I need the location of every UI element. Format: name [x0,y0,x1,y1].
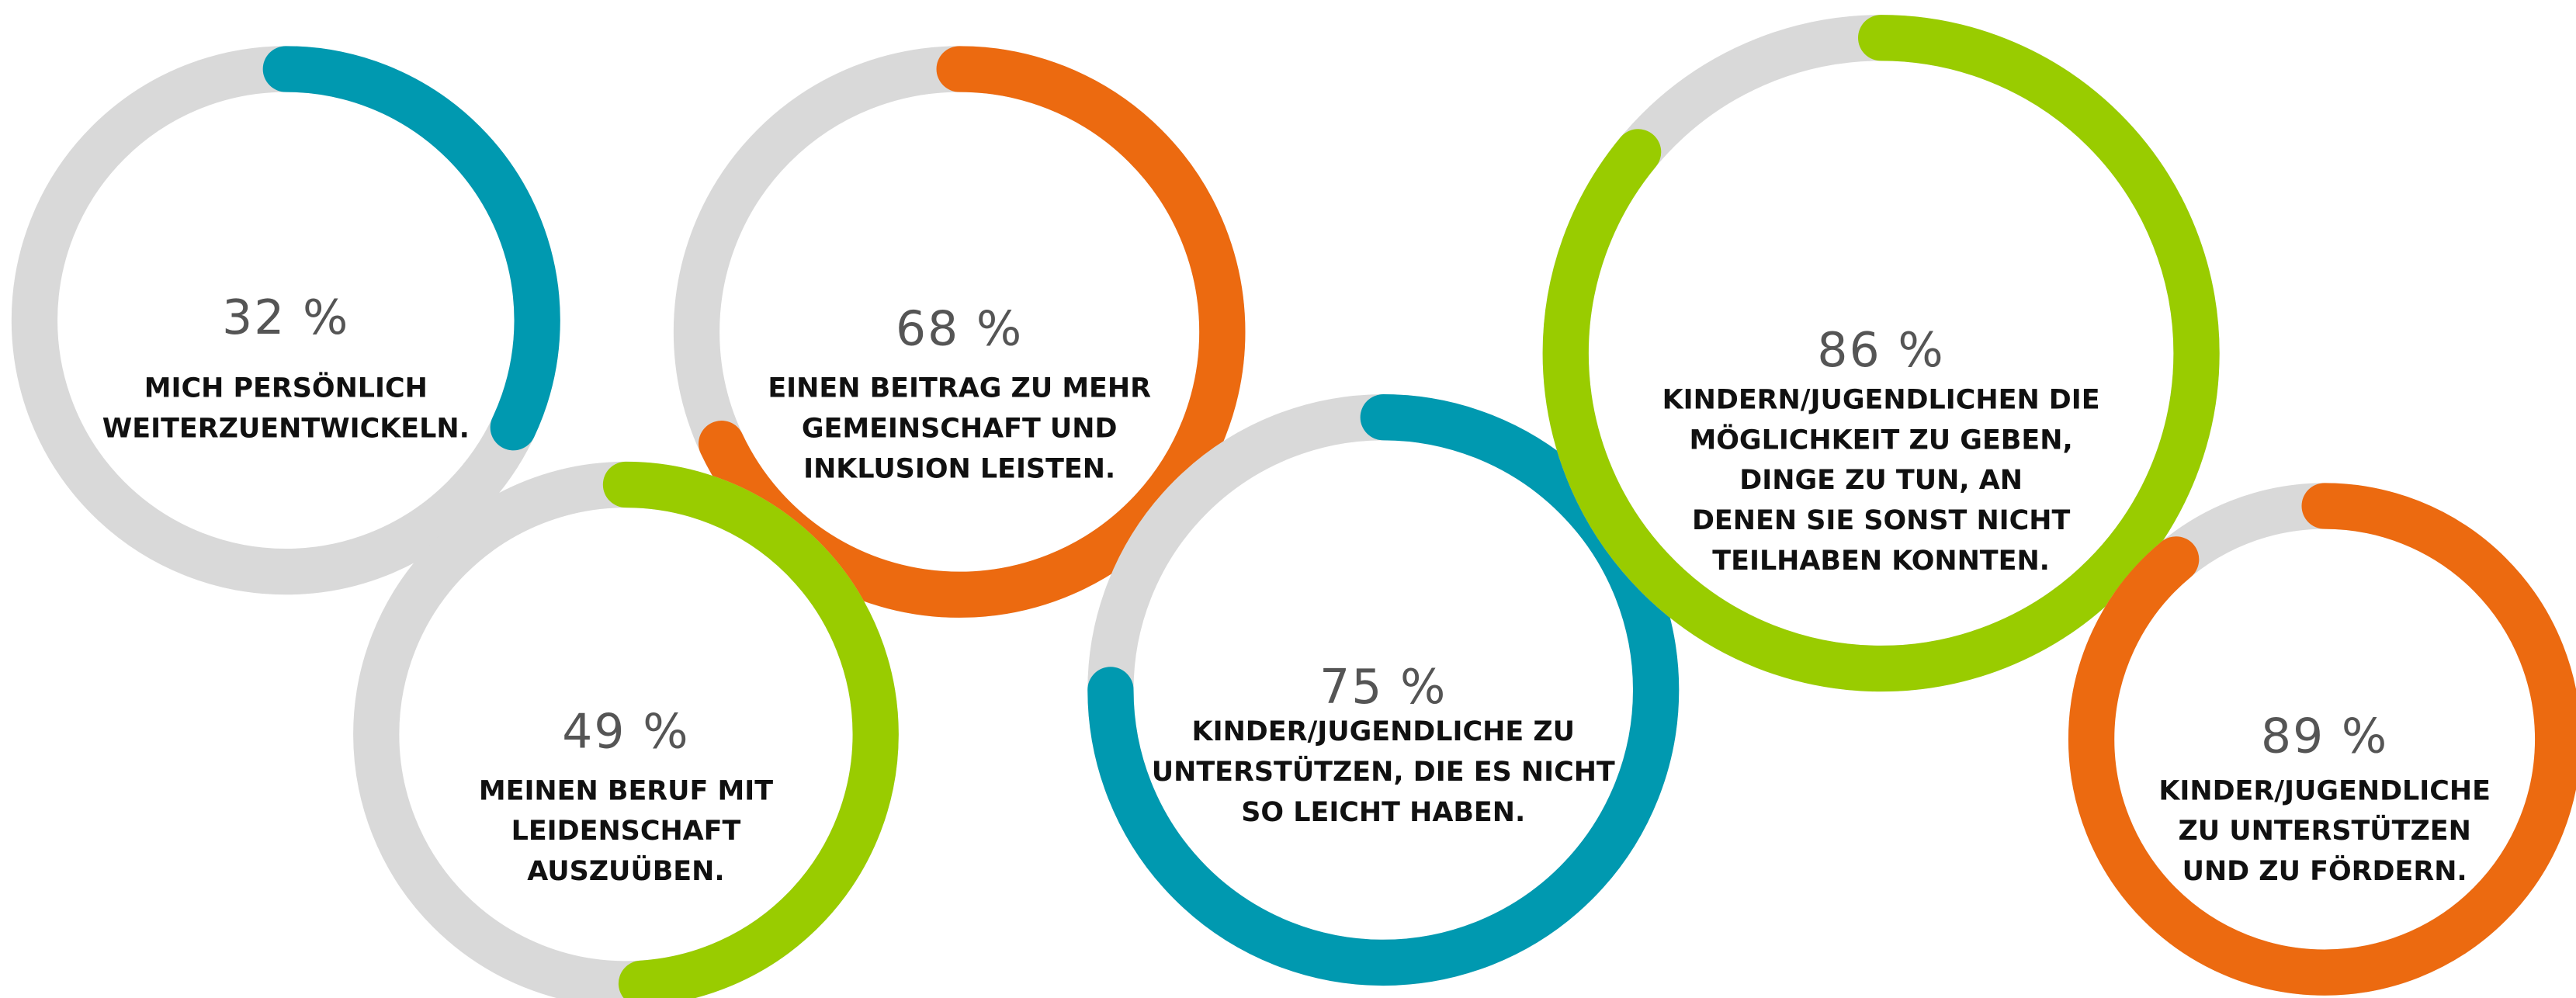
caption-line: MICH PERSÖNLICH [144,372,428,404]
caption-line: WEITERZUENTWICKELN. [102,414,470,445]
gauge-arc [2068,483,2576,996]
gauge: 49 % MEINEN BERUF MIT LEIDENSCHAFT AUSZUÜBE… [353,461,899,998]
percent-label: 86 % [1817,323,1944,378]
caption-line: AUSZUÜBEN. [527,854,724,887]
gauge: 68 % EINEN BEITRAG ZU MEHR GEMEINSCHAFT UN… [673,46,1246,618]
caption-line: INKLUSION LEISTEN. [803,453,1115,484]
percent-label: 89 % [2261,709,2388,764]
caption-line: SO LEICHT HABEN. [1241,797,1525,828]
percent-label: 75 % [1319,660,1447,715]
caption-line: ZU UNTERSTÜTZEN [2178,814,2470,847]
caption-line: KINDER/JUGENDLICHE [2158,775,2491,806]
caption-line: KINDER/JUGENDLICHE ZU [1192,716,1575,747]
caption-line: GEMEINSCHAFT UND [802,414,1118,445]
gauge-arc [353,461,899,998]
gauge: 89 % KINDER/JUGENDLICHE ZU UNTERSTÜTZEN UND… [2068,483,2576,996]
caption-line: UNTERSTÜTZEN, DIE ES NICHT [1152,755,1615,788]
percent-label: 68 % [896,302,1023,357]
caption-line: TEILHABEN KONNTEN. [1712,546,2050,577]
caption-line: UND ZU FÖRDERN. [2182,854,2467,887]
gauge-arc [673,46,1246,618]
percent-label: 32 % [222,290,349,345]
gauge: 86 % KINDERN/JUGENDLICHEN DIE MÖGLICHKEIT … [1542,15,2220,692]
gauge: 75 %KINDER/JUGENDLICHE ZU UNTERSTÜTZEN, D… [1087,394,1680,986]
gauge-arc [1542,15,2220,692]
caption-line: LEIDENSCHAFT [511,816,741,847]
gauge-arc [11,46,560,595]
gauge-arc [1087,394,1680,986]
caption-line: MEINEN BERUF MIT [479,775,773,806]
caption-line: DENEN SIE SONST NICHT [1692,505,2071,536]
caption-line: MÖGLICHKEIT ZU GEBEN, [1690,423,2073,456]
gauge: 32 % MICH PERSÖNLICH WEITERZUENTWICKELN. [11,46,560,595]
caption-line: KINDERN/JUGENDLICHEN DIE [1662,385,2100,416]
percent-label: 49 % [562,704,689,759]
caption-line: EINEN BEITRAG ZU MEHR [768,373,1151,404]
caption-line: DINGE ZU TUN, AN [1739,465,2023,496]
